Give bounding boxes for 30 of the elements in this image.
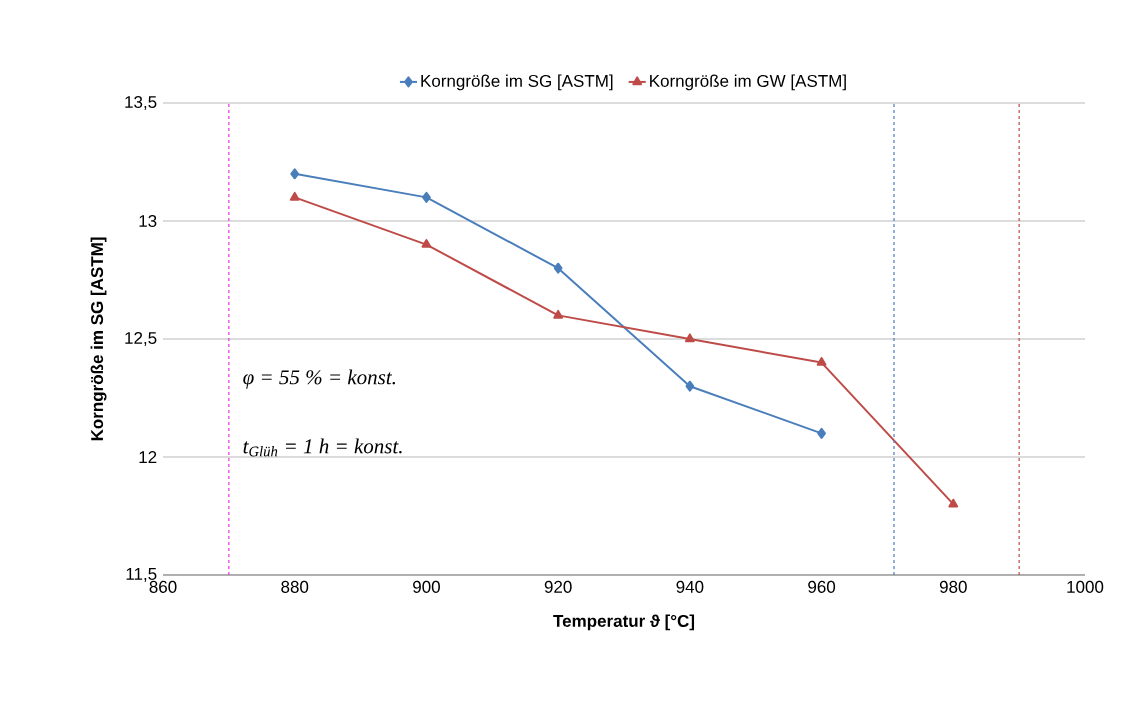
x-tick-label: 1000: [1067, 580, 1104, 593]
x-tick-label: 920: [544, 580, 572, 593]
point: [948, 498, 959, 508]
point: [422, 191, 431, 203]
point: [817, 427, 826, 439]
point: [684, 333, 695, 343]
annotation: φ = 55 % = konst.: [243, 369, 396, 389]
x-tick-label: 860: [149, 580, 177, 593]
legend-label: Korngröße im GW [ASTM]: [650, 74, 846, 91]
y-tick-label: 12,5: [125, 331, 157, 347]
y-axis-title: Korngröße im SG [ASTM]: [90, 237, 107, 441]
point: [289, 191, 300, 201]
x-tick-label: 980: [939, 580, 967, 593]
point: [421, 239, 432, 248]
x-tick-label: 940: [676, 580, 704, 593]
y-tick-label: 13: [139, 214, 157, 228]
point: [816, 357, 827, 366]
y-tick-label: 11,5: [126, 568, 157, 582]
y-tick-label: 13,5: [125, 95, 157, 111]
x-axis-title: Temperatur ϑ [°C]: [553, 614, 695, 631]
x-tick-label: 900: [413, 580, 440, 593]
point: [685, 380, 695, 392]
point: [553, 262, 563, 274]
y-tick-label: 12: [139, 451, 157, 463]
annotation: t$_{Glüh}$ = 1 h = konst.: [243, 438, 402, 457]
legend-label: Korngröße im SG [ASTM]: [421, 74, 613, 91]
point: [553, 309, 564, 319]
x-tick-label: 960: [808, 580, 836, 593]
x-tick-label: 880: [281, 580, 309, 593]
point: [290, 168, 300, 180]
